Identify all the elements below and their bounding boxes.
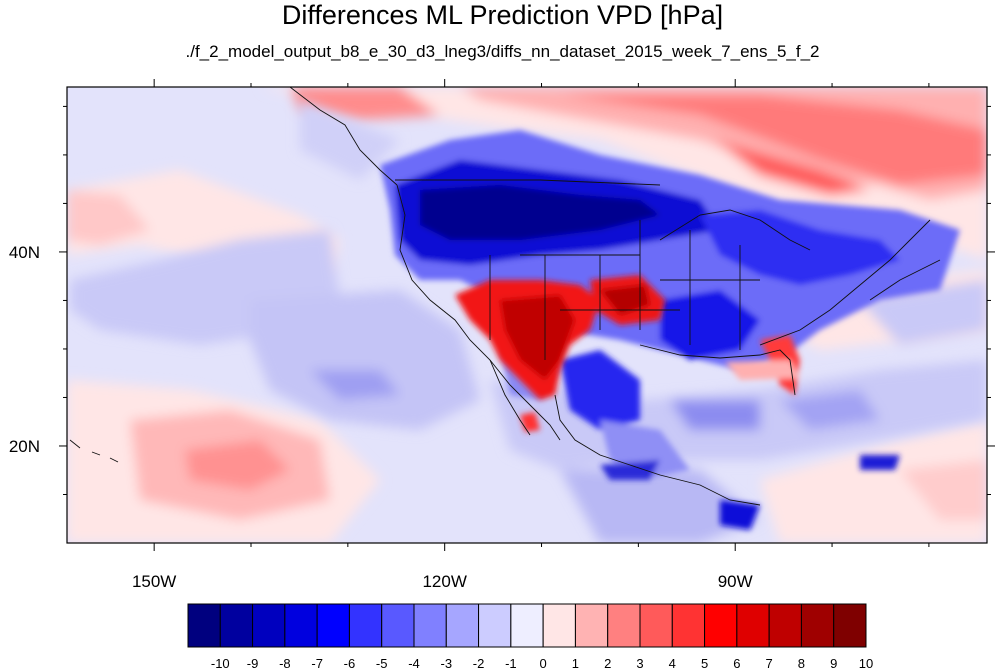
colorbar-swatch xyxy=(768,603,802,648)
colorbar-swatch xyxy=(381,603,415,648)
colorbar-label: 7 xyxy=(766,656,773,671)
colorbar-swatch xyxy=(542,603,576,648)
lon-tick-label: 90W xyxy=(718,572,753,591)
lon-tick-label: 150W xyxy=(132,572,176,591)
colorbar-swatch xyxy=(187,603,221,648)
colorbar-swatch xyxy=(445,603,480,648)
colorbar-swatch xyxy=(736,603,770,648)
colorbar-swatch xyxy=(478,603,512,648)
colorbar-label: -4 xyxy=(408,656,420,671)
colorbar-label: -2 xyxy=(473,656,485,671)
colorbar-label: -1 xyxy=(505,656,517,671)
colorbar-label: 0 xyxy=(540,656,547,671)
colorbar-swatch xyxy=(348,603,383,648)
colorbar-swatch xyxy=(316,603,350,648)
lon-tick-label: 120W xyxy=(422,572,466,591)
chart-subtitle: ./f_2_model_output_b8_e_30_d3_lneg3/diff… xyxy=(185,42,820,61)
colorbar-label: 2 xyxy=(604,656,611,671)
chart-title: Differences ML Prediction VPD [hPa] xyxy=(281,0,724,30)
colorbar-swatch xyxy=(639,603,673,648)
lat-tick-label: 20N xyxy=(9,437,40,456)
colorbar-label: 5 xyxy=(701,656,708,671)
colorbar-swatch xyxy=(800,603,835,648)
colorbar-label: -10 xyxy=(211,656,230,671)
colorbar-swatch xyxy=(284,603,318,648)
colorbar-swatch xyxy=(607,603,641,648)
colorbar-label: 6 xyxy=(733,656,740,671)
vpd-difference-field xyxy=(67,87,987,543)
colorbar-label: 3 xyxy=(636,656,643,671)
colorbar-swatch xyxy=(574,603,609,648)
colorbar-label: -6 xyxy=(344,656,356,671)
colorbar-swatch xyxy=(833,603,867,648)
colorbar-swatch xyxy=(510,603,544,648)
axis-ticks xyxy=(59,79,995,551)
colorbar-swatch xyxy=(252,603,286,648)
axis-labels: 150W 120W 90W 40N 20N xyxy=(9,243,753,591)
colorbar-label: -7 xyxy=(311,656,323,671)
colorbar-label: -8 xyxy=(279,656,291,671)
lat-tick-label: 40N xyxy=(9,243,40,262)
colorbar-label: -3 xyxy=(441,656,453,671)
colorbar-labels: -10 -9 -8 -7 -6 -5 -4 -3 -2 -1 0 1 2 3 4 5 6 7 8 9 10 xyxy=(211,656,873,671)
colorbar-label: 9 xyxy=(830,656,837,671)
coastlines xyxy=(69,87,941,506)
colorbar-swatch xyxy=(671,603,706,648)
map-frame xyxy=(66,86,988,544)
colorbar-label: -5 xyxy=(376,656,388,671)
colorbar-swatch xyxy=(413,603,447,648)
colorbar-label: 4 xyxy=(669,656,676,671)
colorbar-label: 8 xyxy=(798,656,805,671)
colorbar-swatch xyxy=(704,603,738,648)
colorbar-swatch xyxy=(219,603,254,648)
colorbar-label: 10 xyxy=(859,656,873,671)
positive-anomaly-zones xyxy=(67,87,987,543)
colorbar xyxy=(187,603,867,648)
colorbar-label: -9 xyxy=(247,656,259,671)
colorbar-label: 1 xyxy=(572,656,579,671)
